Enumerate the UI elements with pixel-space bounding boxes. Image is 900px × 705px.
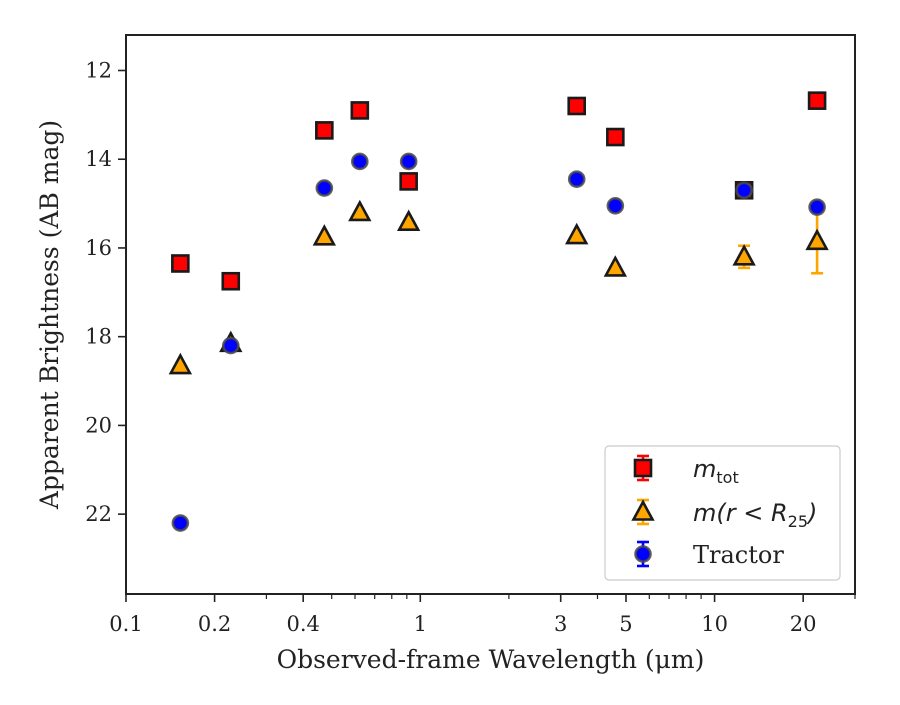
y-tick-label: 20 bbox=[85, 413, 112, 437]
m-r25-point bbox=[805, 208, 829, 275]
m-tot-point bbox=[807, 91, 827, 110]
tractor-series bbox=[171, 152, 826, 532]
m-tot-point bbox=[221, 271, 241, 291]
legend-entry-m-r25: m(r < R25) bbox=[631, 498, 817, 531]
x-tick-label: 20 bbox=[790, 612, 817, 636]
m-r25-point bbox=[348, 199, 372, 222]
axis-ticks: 0.1 0.2 0.4 1 3 5 10 20 12 14 16 18 20 22 bbox=[85, 58, 856, 636]
m-r25-point bbox=[603, 255, 628, 277]
tractor-point bbox=[735, 181, 753, 200]
y-tick-label: 16 bbox=[85, 236, 112, 260]
legend-label-tractor: Tractor bbox=[693, 541, 784, 569]
x-tick-label: 0.2 bbox=[198, 612, 231, 636]
m-r25-point bbox=[732, 244, 756, 270]
y-tick-label: 22 bbox=[85, 502, 112, 526]
m-r25-triangle-marker bbox=[168, 352, 193, 375]
y-axis-label: Apparent Brightness (AB mag) bbox=[35, 120, 64, 510]
y-tick-label: 12 bbox=[85, 58, 112, 82]
m-tot-series bbox=[171, 91, 827, 291]
legend-entry-tractor: Tractor bbox=[634, 540, 784, 569]
tractor-point bbox=[351, 152, 369, 171]
m-r25-triangle-marker bbox=[603, 255, 628, 277]
legend-entry-m-tot: mtot bbox=[633, 454, 739, 487]
m-r25-point bbox=[168, 352, 193, 375]
tractor-point bbox=[221, 336, 240, 355]
m-r25-point bbox=[396, 209, 421, 232]
m-r25-point bbox=[565, 222, 589, 245]
m-r25-point bbox=[312, 224, 337, 246]
data-points bbox=[168, 91, 829, 532]
x-tick-label: 0.4 bbox=[286, 612, 319, 636]
m-tot-point bbox=[315, 121, 334, 140]
m-r25-triangle-marker bbox=[396, 209, 421, 232]
x-tick-label: 5 bbox=[619, 612, 632, 636]
x-tick-label: 1 bbox=[414, 612, 427, 636]
y-tick-label: 18 bbox=[85, 325, 112, 349]
m-tot-point bbox=[606, 127, 625, 147]
x-tick-label: 3 bbox=[554, 612, 567, 636]
tractor-point bbox=[171, 514, 190, 532]
legend-m-r25-triangle-marker bbox=[631, 499, 655, 521]
tractor-point bbox=[315, 179, 334, 197]
m-r25-triangle-marker bbox=[312, 224, 337, 246]
tractor-point bbox=[808, 198, 826, 216]
m-tot-point bbox=[350, 101, 370, 120]
m-r25-series bbox=[168, 199, 829, 375]
x-axis-label: Observed-frame Wavelength (μm) bbox=[277, 645, 705, 674]
legend-items: mtot m(r < R25) Tractor bbox=[631, 454, 817, 569]
m-tot-point bbox=[399, 172, 418, 191]
x-tick-label: 10 bbox=[701, 612, 728, 636]
tractor-point bbox=[567, 170, 586, 188]
m-tot-point bbox=[171, 254, 190, 273]
x-tick-label: 0.1 bbox=[109, 612, 142, 636]
legend-m-tot-square-marker bbox=[633, 458, 653, 478]
plot-area-frame bbox=[125, 34, 856, 595]
m-r25-triangle-marker bbox=[565, 222, 589, 245]
y-tick-label: 14 bbox=[85, 147, 112, 171]
legend-label-m-tot: mtot bbox=[693, 455, 739, 487]
legend-tractor-circle-marker bbox=[634, 545, 652, 563]
m-r25-triangle-marker bbox=[348, 199, 372, 222]
m-tot-point bbox=[567, 96, 587, 116]
legend-label-m-r25: m(r < R25) bbox=[693, 499, 817, 531]
m-r25-triangle-marker bbox=[805, 228, 829, 251]
m-r25-triangle-marker bbox=[732, 244, 756, 266]
legend-box bbox=[604, 445, 841, 581]
tractor-point bbox=[399, 152, 418, 171]
legend: mtot m(r < R25) Tractor bbox=[604, 445, 841, 581]
tractor-point bbox=[606, 197, 625, 215]
